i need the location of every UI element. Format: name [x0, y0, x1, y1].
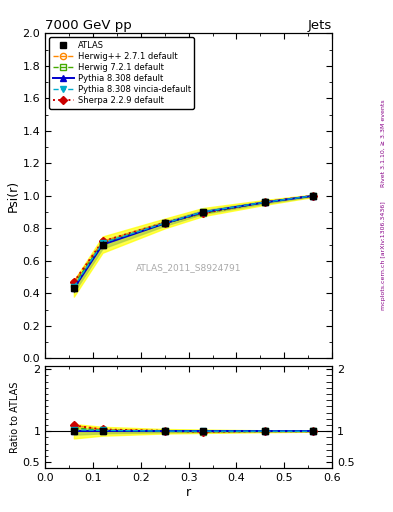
Text: ATLAS_2011_S8924791: ATLAS_2011_S8924791 [136, 263, 241, 272]
Y-axis label: Psi(r): Psi(r) [7, 180, 20, 212]
X-axis label: r: r [186, 486, 191, 499]
Text: Rivet 3.1.10, ≥ 3.3M events: Rivet 3.1.10, ≥ 3.3M events [381, 99, 386, 187]
Legend: ATLAS, Herwig++ 2.7.1 default, Herwig 7.2.1 default, Pythia 8.308 default, Pythi: ATLAS, Herwig++ 2.7.1 default, Herwig 7.… [50, 37, 194, 109]
Text: 7000 GeV pp: 7000 GeV pp [45, 19, 132, 32]
Y-axis label: Ratio to ATLAS: Ratio to ATLAS [10, 381, 20, 453]
Text: mcplots.cern.ch [arXiv:1306.3436]: mcplots.cern.ch [arXiv:1306.3436] [381, 202, 386, 310]
Text: Jets: Jets [308, 19, 332, 32]
